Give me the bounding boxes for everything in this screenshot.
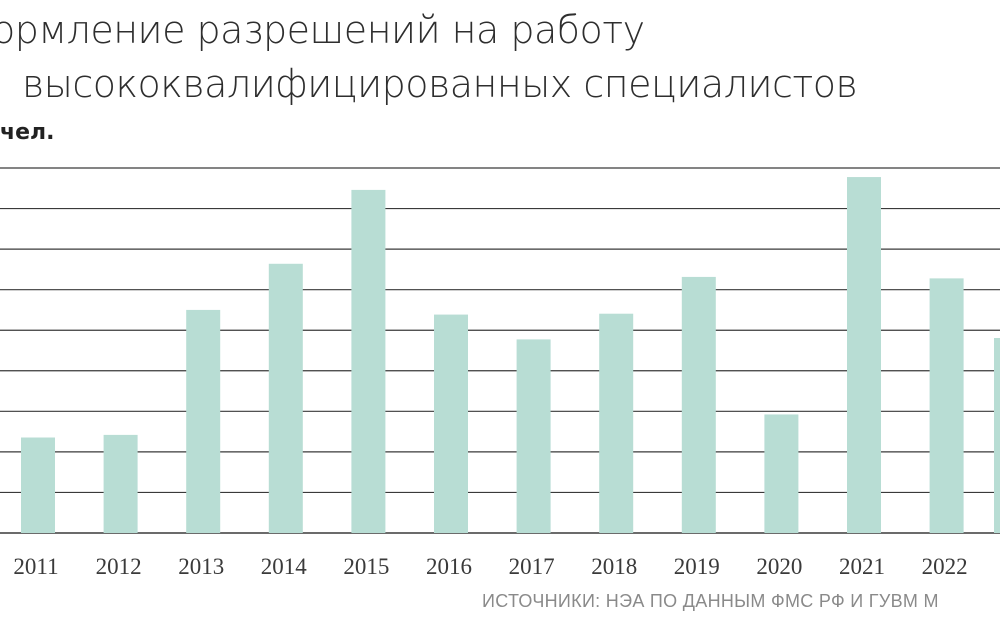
chart-title-line-2: высококвалифицированных специалистов (22, 62, 858, 106)
bar-2011 (21, 437, 55, 533)
x-tick-label-2021: 2021 (839, 554, 885, 579)
x-tick-label-2014: 2014 (261, 554, 308, 579)
x-tick-label-2019: 2019 (674, 554, 720, 579)
bar-2017 (516, 339, 551, 533)
bar-2018 (599, 313, 634, 533)
bar-2020 (764, 414, 799, 533)
source-note: ИСТОЧНИКИ: НЭА ПО ДАННЫМ ФМС РФ И ГУВМ М (482, 591, 939, 611)
x-tick-label-2011: 2011 (13, 554, 58, 579)
x-tick-label-2018: 2018 (591, 554, 637, 579)
x-tick-label-2017: 2017 (509, 554, 555, 579)
bar-2015 (351, 189, 386, 533)
x-tick-label-2020: 2020 (756, 554, 802, 579)
bar-partial-edge (994, 338, 1000, 533)
x-tick-label-2015: 2015 (343, 554, 389, 579)
bar-2021 (847, 177, 881, 533)
bar-2016 (434, 314, 468, 533)
x-tick-label-2022: 2022 (922, 554, 968, 579)
bar-2022 (929, 278, 964, 533)
unit-label: чел. (0, 120, 55, 145)
bar-2014 (268, 263, 303, 533)
bar-2012 (103, 434, 138, 533)
x-tick-label-2012: 2012 (96, 554, 142, 579)
x-tick-label-2016: 2016 (426, 554, 472, 579)
bar-2019 (681, 276, 716, 533)
x-tick-label-2013: 2013 (178, 554, 224, 579)
bar-2013 (186, 309, 221, 533)
chart-title-line-1: ормление разрешений на работу (0, 8, 645, 52)
